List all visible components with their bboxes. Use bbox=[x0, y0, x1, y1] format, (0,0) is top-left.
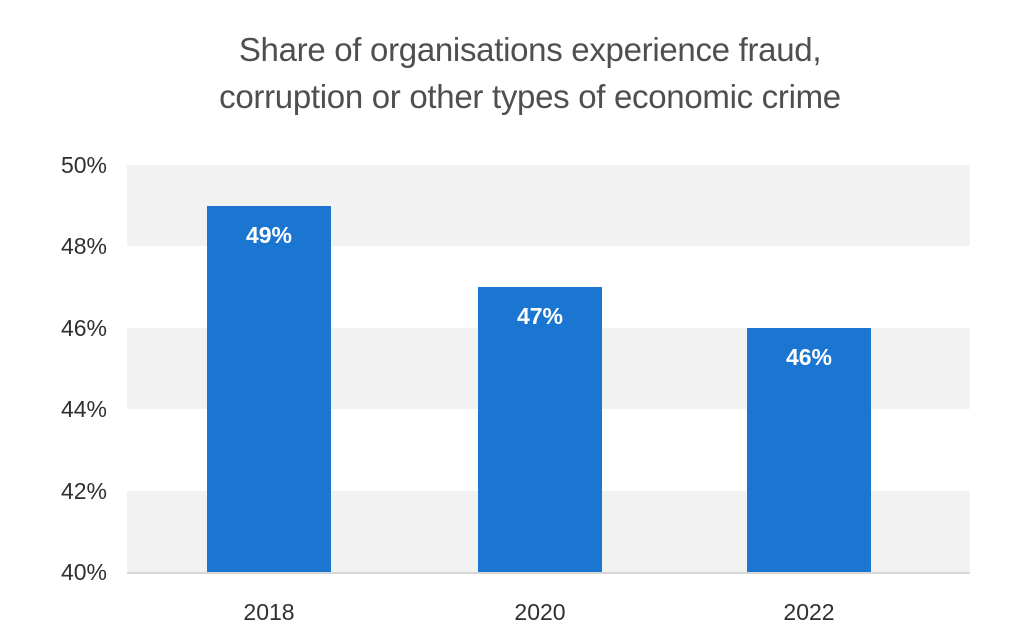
x-axis-label-2018: 2018 bbox=[243, 599, 295, 625]
x-axis-label-2020: 2020 bbox=[514, 599, 566, 625]
bar-2022: 46% bbox=[747, 327, 871, 572]
bar-value-label: 47% bbox=[516, 303, 564, 330]
chart-title-line-1: Share of organisations experience fraud, bbox=[238, 31, 822, 68]
x-axis-baseline bbox=[127, 572, 970, 574]
chart-title: Share of organisations experience fraud,… bbox=[36, 26, 1024, 120]
x-axis-label-2022: 2022 bbox=[783, 599, 835, 625]
bar-2018: 49% bbox=[207, 205, 331, 572]
y-axis-label: 46% bbox=[60, 314, 107, 341]
chart-title-line-2: corruption or other types of economic cr… bbox=[219, 78, 841, 115]
y-axis-label: 42% bbox=[60, 477, 107, 504]
bar-value-label: 46% bbox=[785, 343, 833, 370]
y-axis-label: 50% bbox=[60, 152, 107, 178]
bar-value-label: 49% bbox=[245, 221, 293, 248]
y-axis-label: 44% bbox=[60, 396, 107, 423]
y-axis-label: 40% bbox=[60, 559, 107, 585]
y-axis-label: 48% bbox=[60, 233, 107, 260]
bar-2020: 47% bbox=[478, 287, 602, 572]
plot-area: 49% 47% 46% bbox=[127, 165, 970, 574]
